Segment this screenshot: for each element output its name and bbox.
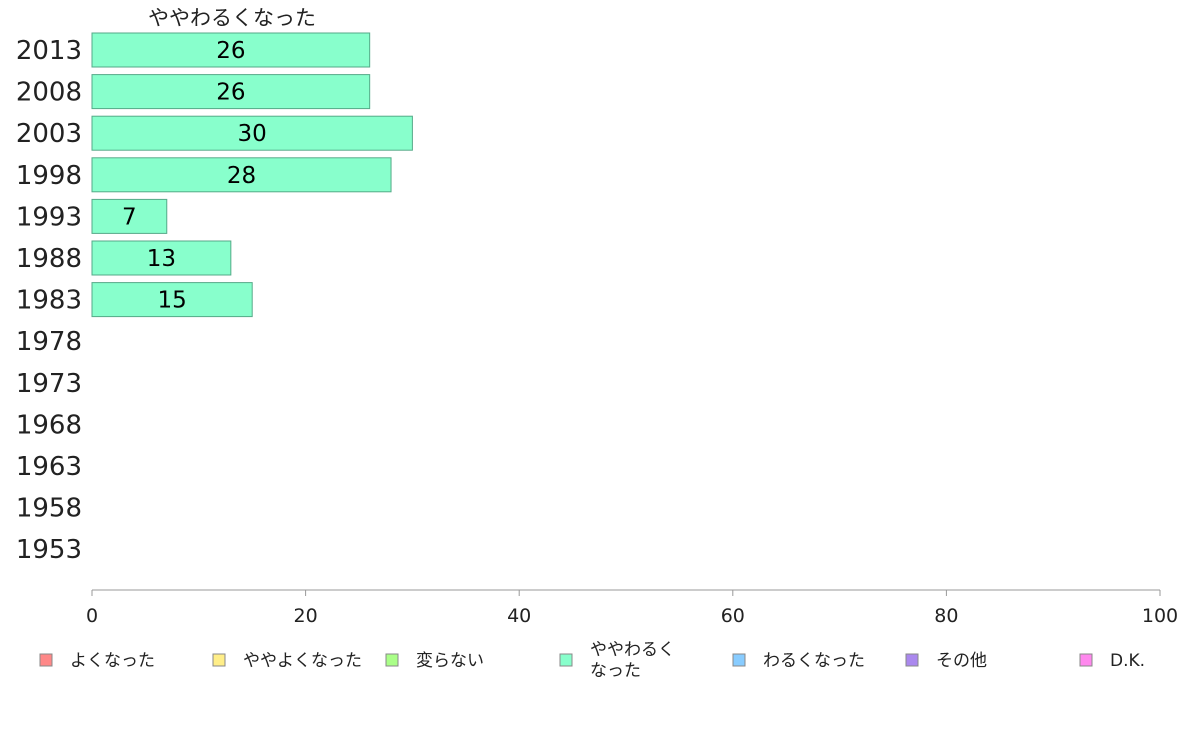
legend-swatch [385, 653, 399, 667]
x-tick-label: 0 [86, 605, 98, 627]
bar [91, 282, 253, 318]
y-tick-label: 1988 [16, 244, 82, 274]
bar-value-label: 13 [147, 246, 176, 272]
x-tick-label: 80 [934, 605, 958, 627]
legend-label: わるくなった [763, 651, 865, 671]
y-tick-label: 2013 [16, 36, 82, 66]
y-tick-label: 1953 [16, 535, 82, 565]
legend-swatch [39, 653, 53, 667]
y-tick-label: 1983 [16, 286, 82, 316]
legend-swatch [212, 653, 226, 667]
bar-value-label: 26 [216, 38, 245, 64]
y-axis-ticks: 2013 2008 2003 1998 1993 1988 1983 1978 1973 1968… [16, 36, 82, 565]
x-axis: 0 20 40 60 80 100 [86, 589, 1178, 627]
legend-swatch [1079, 653, 1093, 667]
y-tick-label: 1958 [16, 494, 82, 524]
x-tick-label: 60 [721, 605, 745, 627]
y-tick-label: 1998 [16, 161, 82, 191]
legend-label: 変らない [416, 651, 484, 671]
bar-value-label: 30 [238, 121, 267, 147]
bar-value-label: 7 [122, 204, 137, 230]
y-tick-label: 1978 [16, 327, 82, 357]
bar [91, 157, 392, 193]
y-tick-label: 1993 [16, 202, 82, 232]
bars: 26 26 30 28 7 13 15 [91, 32, 413, 318]
y-tick-label: 2003 [16, 119, 82, 149]
y-tick-label: 1968 [16, 410, 82, 440]
x-tick-label: 20 [294, 605, 318, 627]
bar-value-label: 26 [216, 80, 245, 106]
y-tick-label: 2008 [16, 78, 82, 108]
bar [91, 240, 232, 276]
bar [91, 74, 371, 110]
y-tick-label: 1963 [16, 452, 82, 482]
y-tick-label: 1973 [16, 369, 82, 399]
legend-swatch [559, 653, 573, 667]
legend-label: ややわるくなった [590, 640, 675, 681]
legend-label: その他 [936, 651, 987, 671]
bar [91, 115, 413, 151]
legend-label: よくなった [70, 651, 155, 671]
legend-swatch [905, 653, 919, 667]
legend-label: ややよくなった [243, 651, 362, 671]
legend: よくなった ややよくなった 変らない ややわるくなった わるくなった その他 D.K. [39, 640, 1145, 681]
x-tick-label: 40 [507, 605, 531, 627]
legend-label: D.K. [1110, 651, 1145, 671]
legend-swatch [732, 653, 746, 667]
chart-title: ややわるくなった [148, 6, 316, 30]
bar [91, 32, 371, 68]
x-tick-label: 100 [1142, 605, 1178, 627]
bar-value-label: 28 [227, 163, 256, 189]
bar [91, 198, 168, 234]
bar-value-label: 15 [157, 288, 186, 314]
